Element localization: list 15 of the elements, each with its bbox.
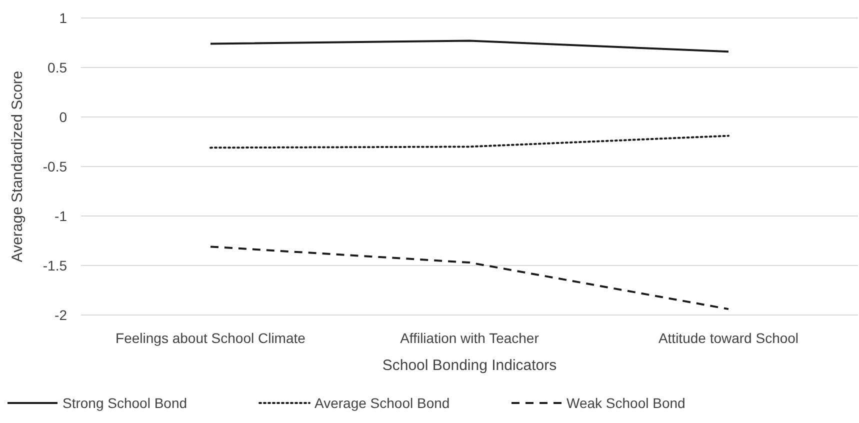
y-tick-label: 1 (59, 10, 68, 26)
y-tick-label: -2 (54, 306, 68, 323)
legend-label: Weak School Bond (566, 395, 686, 411)
y-tick-label: -1 (54, 208, 68, 224)
y-tick-label: 0.5 (48, 59, 68, 76)
y-tick-label: -1.5 (42, 257, 68, 274)
y-tick-label: -0.5 (42, 158, 68, 174)
y-axis-title: Average Standardized Score (9, 70, 26, 262)
legend-label: Average School Bond (314, 395, 450, 411)
x-tick-label: Attitude toward School (658, 330, 799, 346)
x-tick-label: Affiliation with Teacher (400, 330, 540, 346)
x-axis-title: School Bonding Indicators (382, 357, 557, 374)
legend-label: Strong School Bond (62, 395, 188, 411)
x-tick-label: Feelings about School Climate (116, 330, 306, 346)
y-tick-label: 0 (59, 108, 68, 125)
